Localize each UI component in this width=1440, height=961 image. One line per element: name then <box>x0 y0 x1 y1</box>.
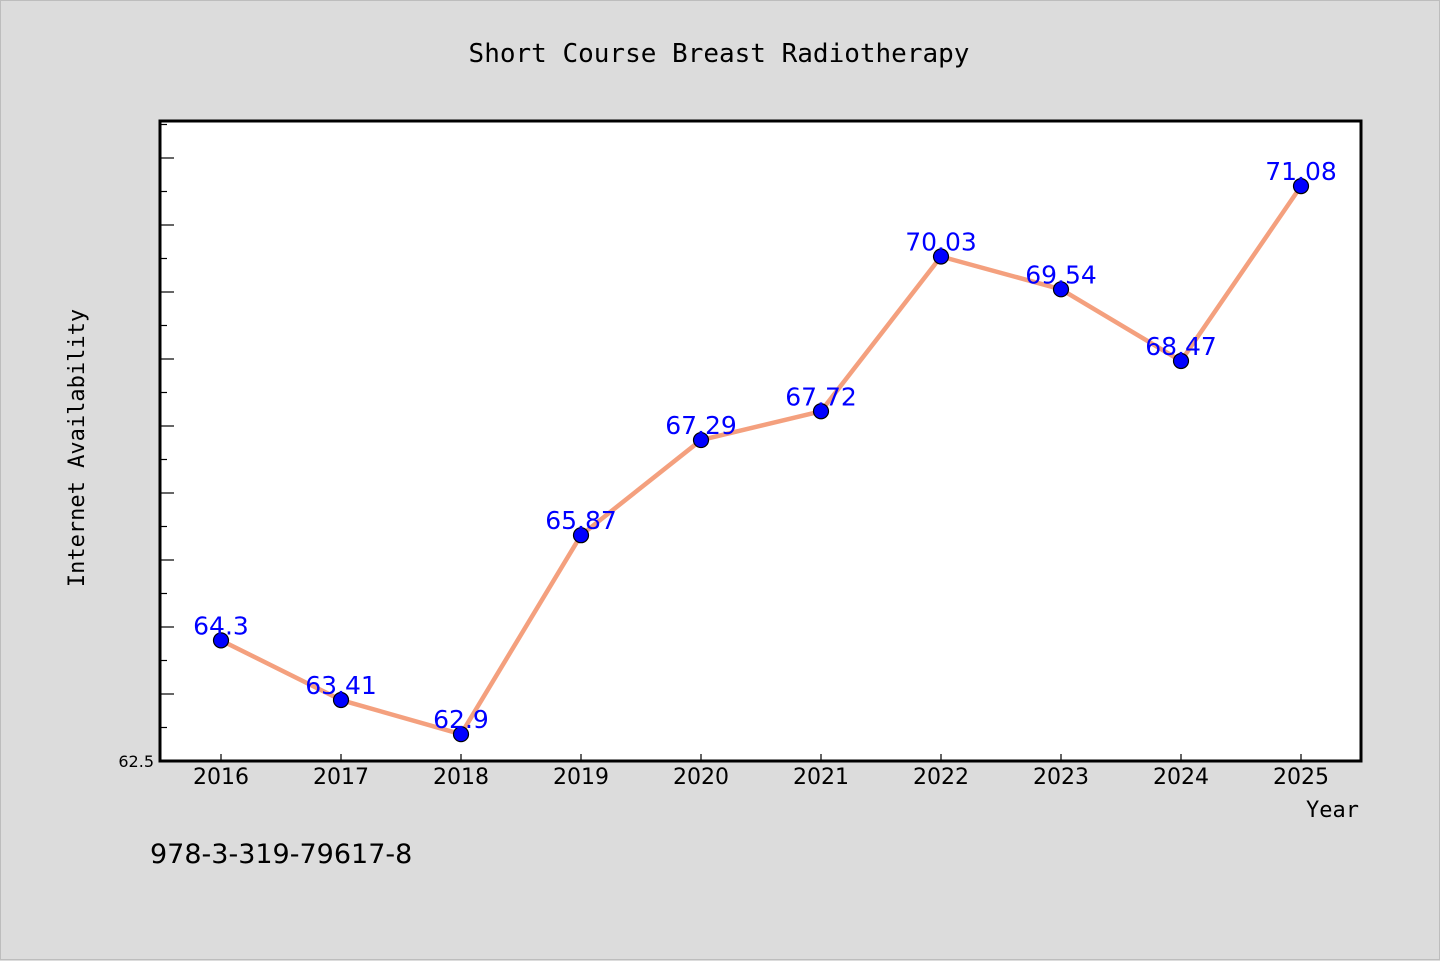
x-axis-ticks: 2016 2017 2018 2019 2020 2021 2022 2023 2024 2025 <box>193 754 1329 790</box>
data-label: 70.03 <box>905 227 977 256</box>
x-tick-label: 2024 <box>1153 765 1209 790</box>
plot-frame <box>158 119 1363 763</box>
data-label: 68.47 <box>1145 332 1217 361</box>
x-tick-label: 2019 <box>553 765 609 790</box>
x-tick-label: 2020 <box>673 765 729 790</box>
series-group <box>212 178 1310 743</box>
data-label: 65.87 <box>545 506 617 535</box>
footer-isbn: 978-3-319-79617-8 <box>150 839 412 870</box>
x-tick-label: 2018 <box>433 765 489 790</box>
x-tick-label: 2016 <box>193 765 249 790</box>
x-tick-label: 2021 <box>793 765 849 790</box>
data-point <box>1052 281 1070 298</box>
data-point <box>932 248 950 265</box>
data-point <box>452 726 470 743</box>
data-label: 69.54 <box>1025 260 1097 289</box>
data-labels-group: 64.3 63.41 62.9 65.87 67.29 67.72 70.03 69.54 68… <box>193 157 1337 734</box>
x-tick-label: 2025 <box>1273 765 1329 790</box>
data-point <box>332 691 350 709</box>
data-point <box>572 527 590 544</box>
data-label: 63.41 <box>305 671 377 700</box>
x-tick-label: 2022 <box>913 765 969 790</box>
series-line <box>218 183 1304 737</box>
data-label: 71.08 <box>1265 157 1337 186</box>
data-point <box>692 431 710 449</box>
x-tick-label: 2023 <box>1033 765 1089 790</box>
data-point <box>812 403 830 420</box>
plot-area <box>160 121 1361 761</box>
x-tick-label: 2017 <box>313 765 369 790</box>
data-point <box>1292 178 1310 195</box>
y-axis-label: Internet Availability <box>65 309 90 587</box>
data-label: 62.9 <box>433 705 489 734</box>
y-tick-label-min: 62.5 <box>118 752 154 771</box>
data-label: 67.72 <box>785 382 857 411</box>
data-label: 67.29 <box>665 411 737 440</box>
data-point <box>212 632 230 649</box>
data-point <box>1172 352 1190 370</box>
chart-title: Short Course Breast Radiotherapy <box>469 39 970 69</box>
data-label: 64.3 <box>193 611 249 640</box>
x-axis-label: Year <box>1306 798 1359 823</box>
